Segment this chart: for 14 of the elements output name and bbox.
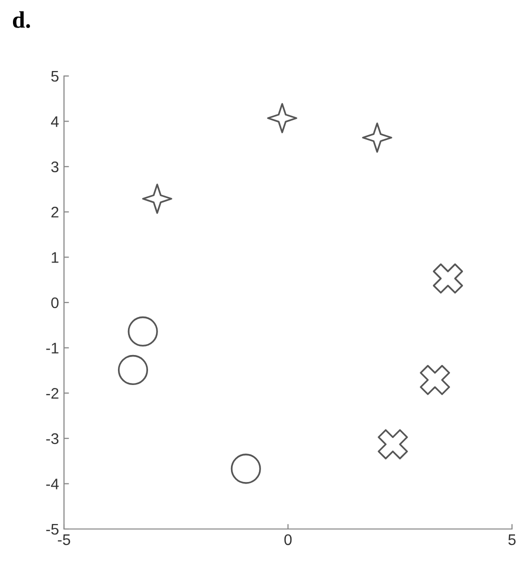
x-tick-label: 5 <box>508 534 516 546</box>
y-tick-label: 2 <box>51 206 58 218</box>
y-tick-label: 3 <box>51 161 58 172</box>
y-tick-label: -4 <box>46 478 59 490</box>
x-tick-label: 0 <box>284 534 292 546</box>
y-tick-label: 5 <box>51 71 58 82</box>
chart-title: d. <box>12 11 30 28</box>
y-tick-label: 0 <box>51 297 59 308</box>
y-tick-label: -2 <box>46 388 58 399</box>
y-tick-label: -3 <box>46 433 58 444</box>
y-tick-label: 4 <box>50 116 59 127</box>
y-tick-label: -5 <box>46 524 58 535</box>
y-tick-label: 1 <box>52 252 58 263</box>
y-tick-label: -1 <box>46 342 58 354</box>
